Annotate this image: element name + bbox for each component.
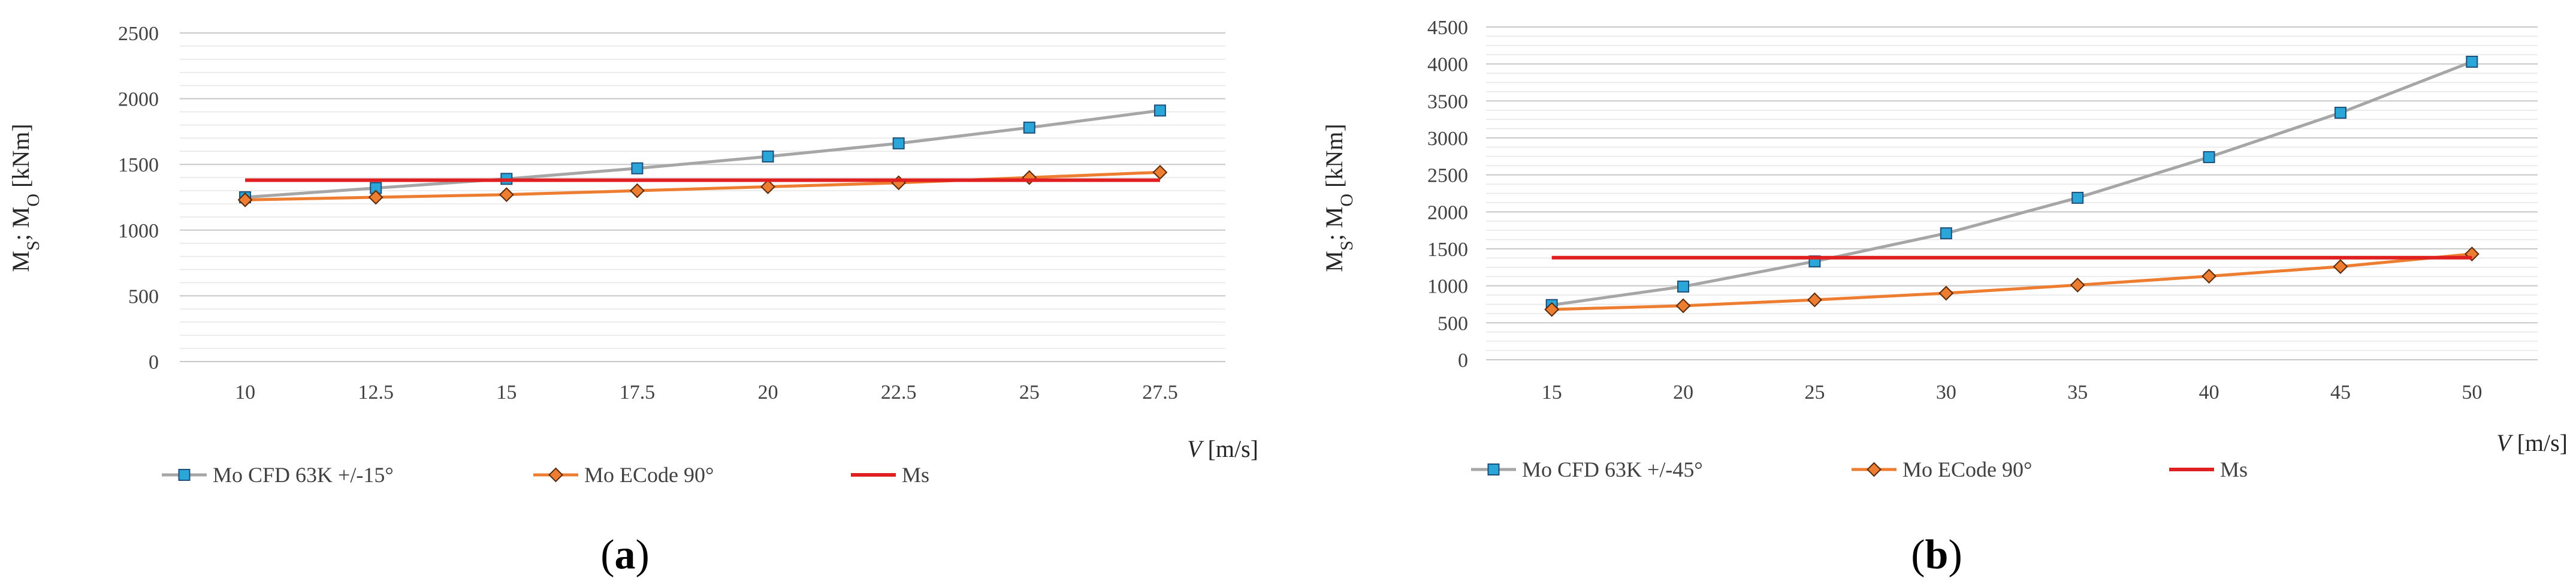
series-line-0 bbox=[244, 109, 1161, 199]
x-tick-label: 15 bbox=[1542, 381, 1562, 404]
data-point-diamond bbox=[630, 183, 645, 198]
series-line-0 bbox=[1551, 60, 2473, 307]
data-point-diamond bbox=[1544, 302, 1560, 317]
data-point-square bbox=[762, 150, 774, 163]
legend-label-1: Mo ECode 90° bbox=[584, 463, 714, 487]
data-point-diamond bbox=[368, 189, 383, 205]
data-point-square bbox=[1023, 121, 1035, 134]
legend-label-0: Mo CFD 63K +/-45° bbox=[1522, 457, 1703, 481]
data-point-square bbox=[2203, 151, 2215, 164]
x-tick-label: 20 bbox=[1673, 381, 1693, 404]
y-tick-label: 4500 bbox=[1427, 17, 1468, 39]
panel-label: (a) bbox=[600, 532, 650, 578]
x-tick-label: 20 bbox=[758, 381, 778, 404]
data-point-diamond bbox=[1807, 292, 1822, 308]
series-line-1 bbox=[1551, 252, 2472, 311]
data-point-diamond bbox=[2333, 259, 2348, 275]
legend-label-0: Mo CFD 63K +/-15° bbox=[213, 463, 394, 487]
y-tick-label: 0 bbox=[149, 351, 159, 374]
x-tick-label: 12.5 bbox=[358, 381, 394, 404]
legend-marker-diamond bbox=[548, 467, 563, 483]
data-point-square bbox=[631, 162, 644, 174]
legend-label-1: Mo ECode 90° bbox=[1902, 457, 2032, 481]
data-point-square bbox=[1153, 104, 1166, 117]
y-tick-label: 500 bbox=[128, 285, 159, 308]
y-axis-title: MS; MO [kNm] bbox=[1321, 124, 1357, 272]
data-point-diamond bbox=[760, 179, 775, 194]
y-tick-label: 3000 bbox=[1427, 128, 1468, 150]
x-tick-label: 45 bbox=[2330, 381, 2351, 404]
panel-label: (b) bbox=[1911, 532, 1962, 578]
x-tick-label: 17.5 bbox=[620, 381, 656, 404]
x-axis-title: V [m/s] bbox=[1187, 435, 1258, 462]
x-tick-label: 15 bbox=[496, 381, 517, 404]
legend-label-2: Ms bbox=[902, 463, 929, 487]
legend-marker-square bbox=[178, 469, 191, 481]
x-tick-label: 30 bbox=[1936, 381, 1956, 404]
y-tick-label: 4000 bbox=[1427, 54, 1468, 76]
x-tick-label: 22.5 bbox=[881, 381, 917, 404]
x-tick-label: 35 bbox=[2067, 381, 2088, 404]
legend-marker-diamond bbox=[1867, 462, 1882, 477]
y-tick-label: 2500 bbox=[118, 23, 159, 45]
x-tick-label: 25 bbox=[1804, 381, 1825, 404]
y-tick-label: 0 bbox=[1458, 350, 1468, 372]
data-point-square bbox=[1940, 227, 1952, 240]
data-point-diamond bbox=[1938, 285, 1954, 301]
x-axis-title: V [m/s] bbox=[2496, 429, 2568, 456]
x-tick-label: 10 bbox=[235, 381, 255, 404]
data-point-square bbox=[2466, 55, 2478, 68]
y-tick-label: 1500 bbox=[118, 154, 159, 176]
chart-a: 0 500 1000 1500 2000 2500 10 12.5 15 17.5 20 22.5 25… bbox=[7, 23, 1258, 578]
x-tick-label: 25 bbox=[1019, 381, 1040, 404]
y-tick-label: 3500 bbox=[1427, 91, 1468, 113]
y-tick-label: 500 bbox=[1438, 312, 1468, 335]
data-point-diamond bbox=[2201, 269, 2216, 284]
data-point-diamond bbox=[2070, 278, 2085, 293]
data-point-square bbox=[1677, 280, 1690, 293]
data-point-diamond bbox=[499, 187, 514, 203]
data-point-square bbox=[2334, 107, 2347, 119]
data-point-square bbox=[892, 137, 905, 150]
data-point-diamond bbox=[237, 192, 253, 207]
x-tick-label: 40 bbox=[2199, 381, 2219, 404]
y-axis-title: MS; MO [kNm] bbox=[7, 124, 43, 272]
y-tick-label: 2000 bbox=[1427, 201, 1468, 224]
y-tick-label: 2500 bbox=[1427, 165, 1468, 187]
y-tick-label: 1000 bbox=[1427, 276, 1468, 298]
x-tick-label: 27.5 bbox=[1142, 381, 1178, 404]
legend-label-2: Ms bbox=[2220, 457, 2248, 481]
x-tick-label: 50 bbox=[2462, 381, 2482, 404]
y-tick-label: 1000 bbox=[118, 220, 159, 242]
y-tick-label: 2000 bbox=[118, 89, 159, 111]
data-point-square bbox=[2071, 191, 2084, 204]
data-point-diamond bbox=[1675, 298, 1691, 314]
chart-b: 0 500 1000 1500 2000 2500 3000 3500 4000 4500 15 20… bbox=[1321, 17, 2568, 578]
legend-marker-square bbox=[1487, 463, 1500, 475]
y-tick-label: 1500 bbox=[1427, 239, 1468, 261]
